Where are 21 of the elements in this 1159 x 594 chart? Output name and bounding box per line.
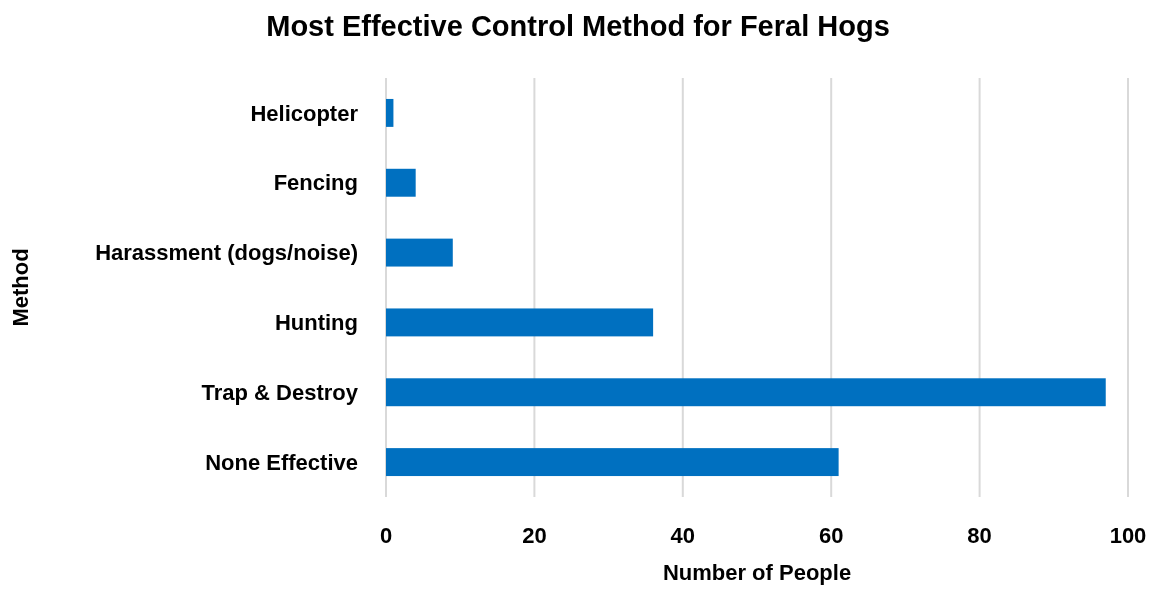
bar xyxy=(386,168,416,197)
bar xyxy=(386,308,654,337)
x-tick-label: 60 xyxy=(818,523,844,548)
x-tick-label: 40 xyxy=(670,523,696,548)
x-tick-label: 80 xyxy=(967,523,992,548)
y-tick-label: Trap & Destroy xyxy=(201,379,359,405)
y-tick-label: None Effective xyxy=(205,449,358,475)
bar xyxy=(386,238,453,267)
y-tick-label: Helicopter xyxy=(250,100,359,126)
x-tick-label: 20 xyxy=(522,523,547,548)
x-tick-label: 100 xyxy=(1109,523,1147,548)
y-axis-title: Method xyxy=(8,248,33,327)
y-tick-label: Harassment (dogs/noise) xyxy=(95,240,358,266)
bar xyxy=(386,378,1106,407)
chart-title: Most Effective Control Method for Feral Hogs xyxy=(266,10,890,42)
x-axis-title: Number of People xyxy=(662,560,852,585)
y-tick-label: Fencing xyxy=(273,170,358,196)
x-tick-label: 0 xyxy=(379,523,393,548)
bar xyxy=(386,448,839,477)
y-tick-label: Hunting xyxy=(274,310,358,336)
bar xyxy=(386,98,394,127)
